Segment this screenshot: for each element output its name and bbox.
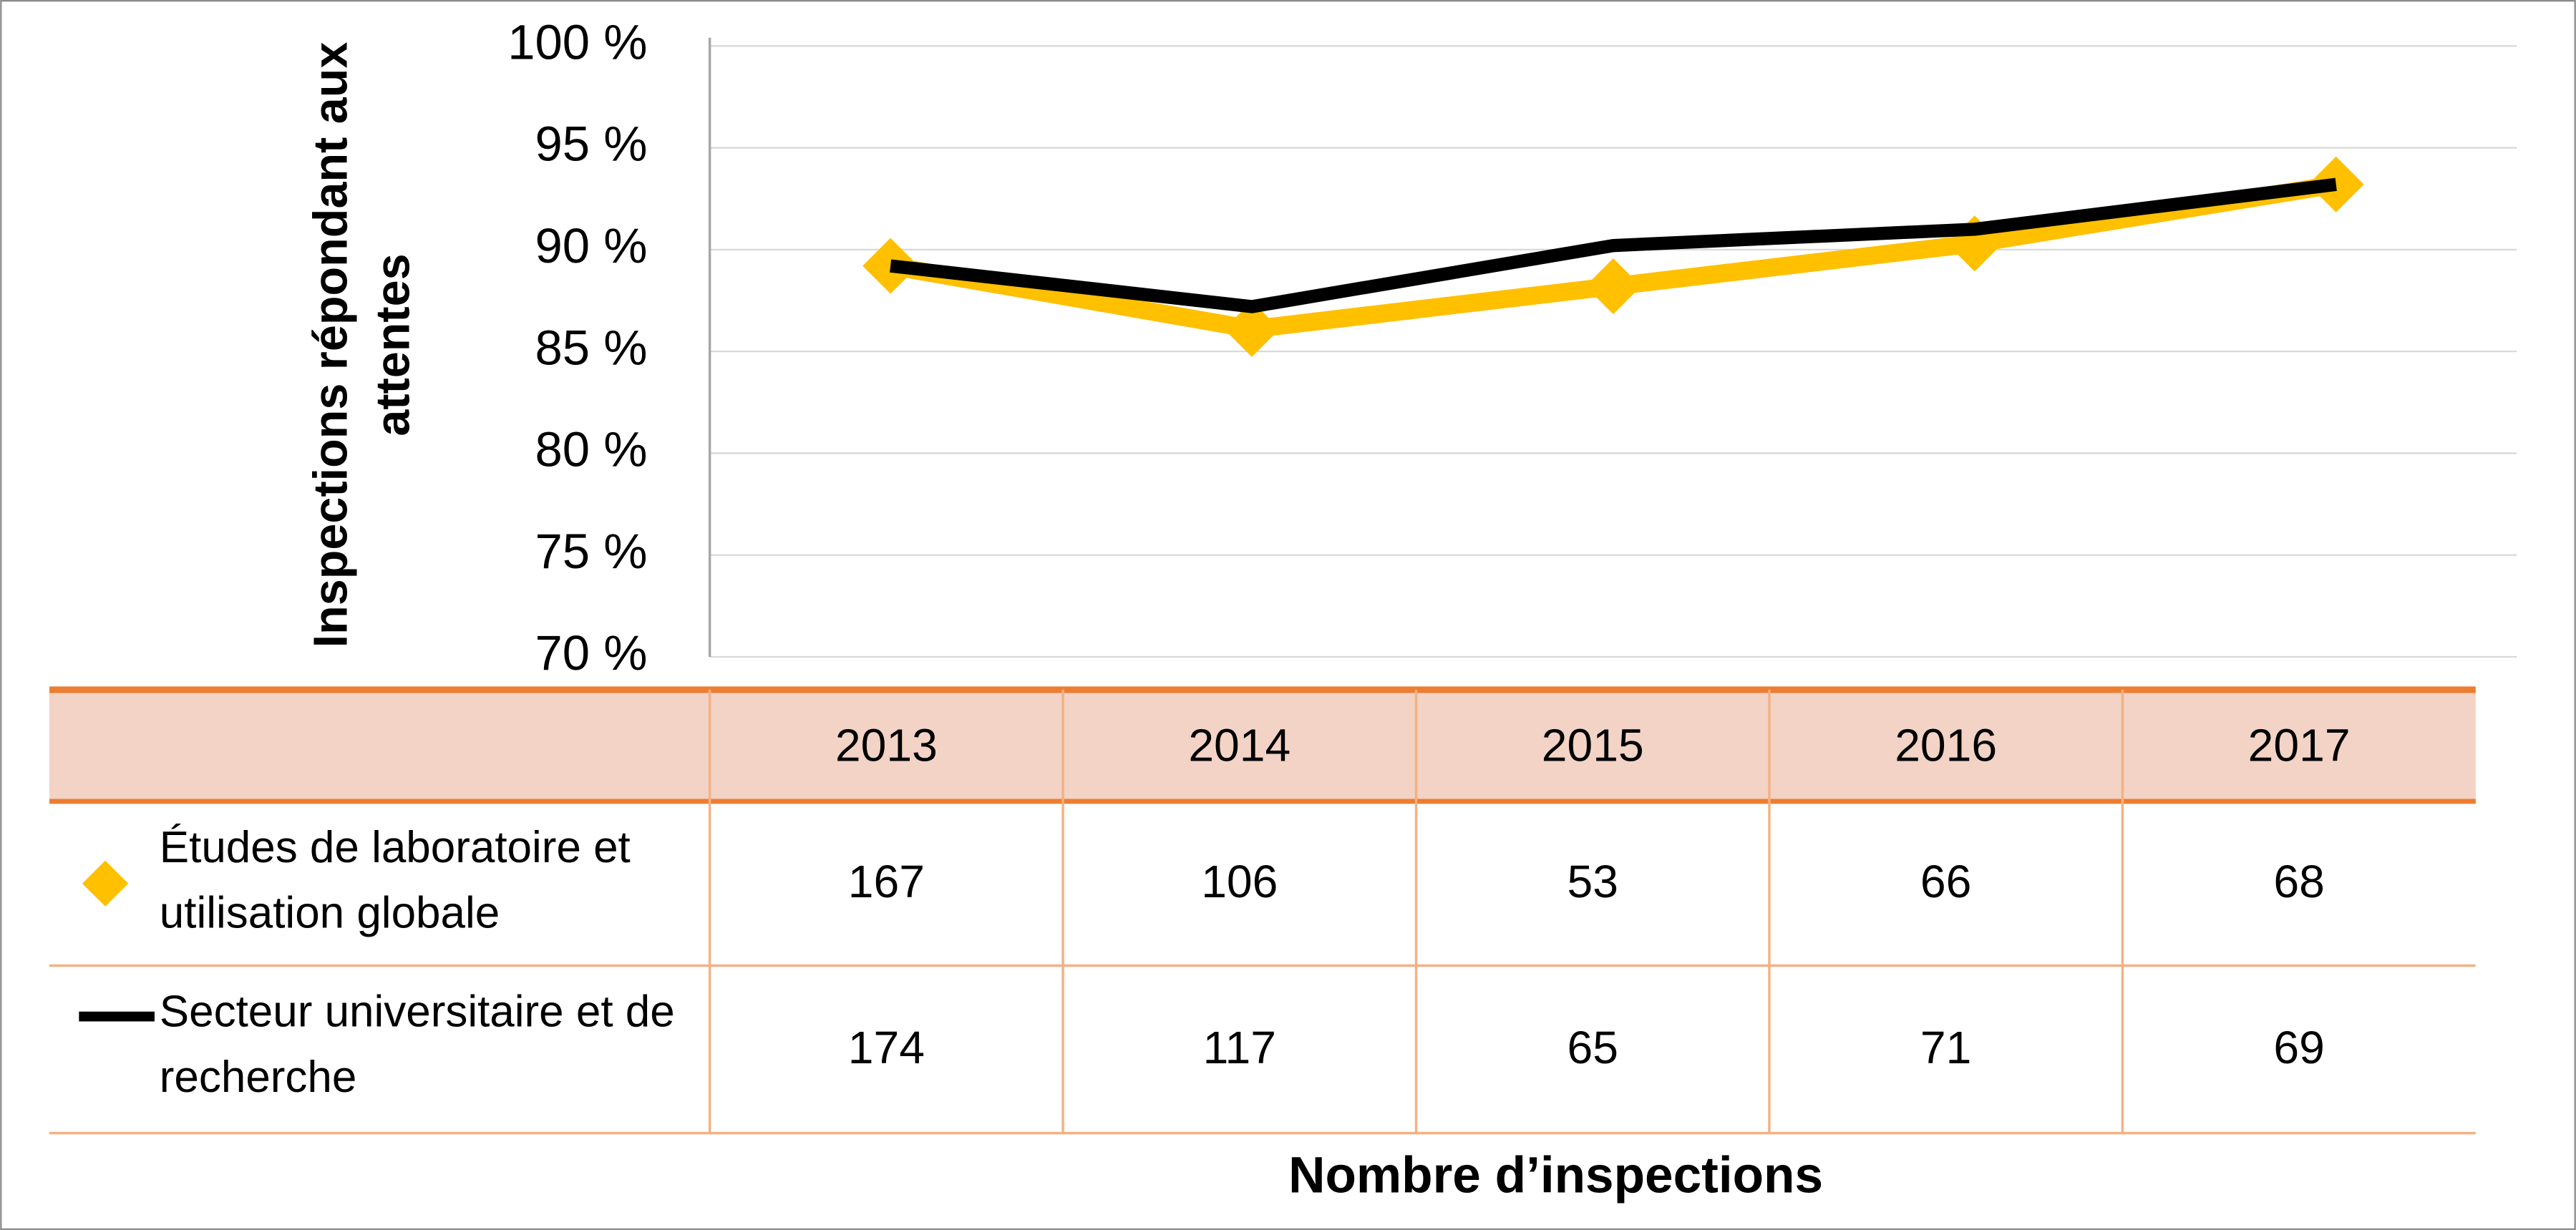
legend-label: Secteur universitaire et de recherche xyxy=(159,987,675,1102)
table-value: 69 xyxy=(2273,1022,2324,1073)
y-tick-label: 85 % xyxy=(535,320,648,375)
table-value: 65 xyxy=(1567,1022,1618,1073)
legend-box: Secteur universitaire et de recherche xyxy=(159,987,675,1102)
x-tick-label: 2014 xyxy=(1188,720,1291,771)
y-tick-label: 100 % xyxy=(507,14,647,69)
legend-box: Études de laboratoire et utilisation glo… xyxy=(159,822,631,938)
y-tick-label: 80 % xyxy=(535,422,648,477)
y-tick-label: 75 % xyxy=(535,524,648,579)
series-line xyxy=(890,177,2337,313)
point-marker xyxy=(2308,156,2364,213)
y-axis-title: Inspections répondant aux attentes xyxy=(306,42,421,648)
table-value: 117 xyxy=(1203,1022,1276,1073)
y-tick-label: 90 % xyxy=(535,218,648,273)
table-header-bg xyxy=(49,689,2476,801)
y-tick-label: 95 % xyxy=(535,117,648,172)
table-value: 167 xyxy=(848,856,925,907)
table-value: 68 xyxy=(2273,856,2324,907)
table-value: 174 xyxy=(848,1022,925,1073)
table-value: 71 xyxy=(1920,1022,1971,1073)
table-value: 53 xyxy=(1567,856,1618,907)
x-tick-label: 2013 xyxy=(835,720,938,771)
y-tick-label: 70 % xyxy=(535,625,648,680)
x-tick-label: 2015 xyxy=(1542,720,1644,771)
x-tick-label: 2017 xyxy=(2248,720,2351,771)
table-value: 66 xyxy=(1920,856,1971,907)
legend-marker xyxy=(82,860,129,907)
point-marker xyxy=(1585,258,1641,315)
y-axis-title-box: Inspections répondant aux attentes xyxy=(306,42,421,648)
x-axis-title: Nombre d’inspections xyxy=(1288,1148,1823,1204)
legend-label: Études de laboratoire et utilisation glo… xyxy=(159,822,631,938)
table-value: 106 xyxy=(1201,856,1278,907)
x-tick-label: 2016 xyxy=(1895,720,1997,771)
